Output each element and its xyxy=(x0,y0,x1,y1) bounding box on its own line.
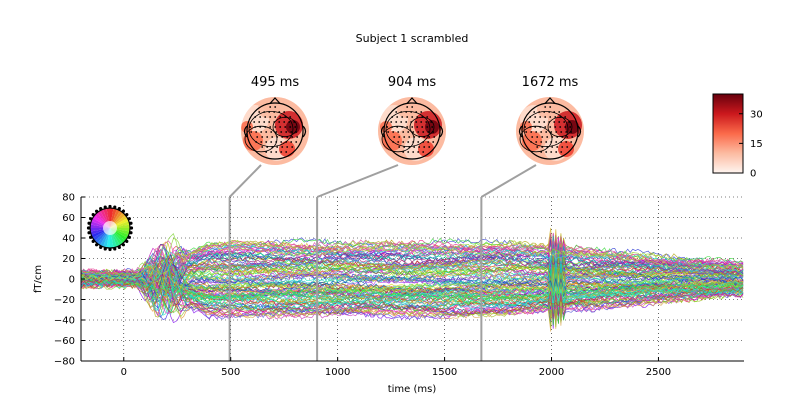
x-ticks: 0 500 1000 1500 2000 2500 xyxy=(121,357,671,378)
sensor-trace xyxy=(81,270,744,310)
topomap-connectors xyxy=(228,164,537,198)
sensor-trace xyxy=(81,251,744,282)
y-tick-label: 40 xyxy=(62,234,75,245)
topomap-time-label: 1672 ms xyxy=(522,75,579,90)
colorbar-tick-label: 0 xyxy=(750,169,756,180)
sensor-trace xyxy=(81,245,744,299)
sensor-trace xyxy=(81,265,744,308)
sensor-trace xyxy=(81,276,744,315)
topomap-time-label: 495 ms xyxy=(251,75,300,90)
sensor-trace xyxy=(81,262,744,311)
ear-icon xyxy=(380,125,385,138)
y-tick-label: 0 xyxy=(69,275,75,286)
y-tick-label: −80 xyxy=(54,357,75,368)
topomap-904: 904 ms xyxy=(378,75,446,165)
sensor-trace xyxy=(81,235,744,284)
topomaps: 495 ms 904 ms 1672 ms xyxy=(241,75,584,165)
colorbar-tick-label: 30 xyxy=(750,109,763,120)
ear-icon xyxy=(577,125,582,138)
colorbar-tick-label: 15 xyxy=(750,139,763,150)
y-tick-label: −60 xyxy=(54,336,75,347)
x-tick-label: 2500 xyxy=(646,367,671,378)
ear-icon xyxy=(302,125,307,138)
sensor-trace xyxy=(81,275,744,296)
sensor-trace xyxy=(81,274,744,319)
x-tick-label: 500 xyxy=(221,367,240,378)
sensor-traces xyxy=(81,227,744,332)
topomap-time-label: 904 ms xyxy=(388,75,437,90)
x-tick-label: 1000 xyxy=(325,367,350,378)
ear-icon xyxy=(518,125,523,138)
figure-title: Subject 1 scrambled xyxy=(356,32,469,45)
ear-icon xyxy=(243,125,248,138)
x-axis-label: time (ms) xyxy=(388,384,437,395)
sensor-trace xyxy=(81,243,744,284)
y-axis-label: fT/cm xyxy=(33,265,44,293)
sensor-trace xyxy=(81,254,744,290)
sensor-trace xyxy=(81,277,744,320)
sensor-trace xyxy=(81,263,744,316)
topomap-connector xyxy=(316,164,399,198)
y-tick-label: −20 xyxy=(54,295,75,306)
y-ticks: −80 −60 −40 −20 0 20 40 60 80 xyxy=(54,193,85,368)
nose-icon xyxy=(406,97,418,104)
sensor-trace xyxy=(81,252,744,298)
nose-icon xyxy=(269,97,281,104)
y-tick-label: 60 xyxy=(62,213,75,224)
y-tick-label: −40 xyxy=(54,316,75,327)
topomap-connector xyxy=(228,164,262,198)
head-outline xyxy=(521,102,579,160)
topomap-1672: 1672 ms xyxy=(516,75,584,165)
nose-icon xyxy=(544,97,556,104)
topomap-495: 495 ms xyxy=(241,75,309,165)
x-tick-label: 1500 xyxy=(432,367,457,378)
x-tick-label: 2000 xyxy=(539,367,564,378)
head-outline xyxy=(383,102,441,160)
colorbar: 0 15 30 xyxy=(712,93,763,180)
colorbar-gradient xyxy=(712,93,744,174)
sensor-trace xyxy=(81,277,744,318)
ear-icon xyxy=(439,125,444,138)
sensor-color-wheel-icon xyxy=(86,204,134,252)
x-tick-label: 0 xyxy=(121,367,127,378)
sensor-trace xyxy=(81,238,744,297)
topomap-connector xyxy=(480,164,537,198)
y-tick-label: 20 xyxy=(62,254,75,265)
sensor-trace xyxy=(81,282,744,308)
sensor-trace xyxy=(81,279,744,316)
sensor-trace xyxy=(81,253,744,295)
time-markers xyxy=(228,197,483,361)
head-outline xyxy=(246,102,304,160)
colorbar-ticks: 0 15 30 xyxy=(739,109,763,180)
sensor-trace xyxy=(81,278,744,301)
y-tick-label: 80 xyxy=(62,193,75,204)
